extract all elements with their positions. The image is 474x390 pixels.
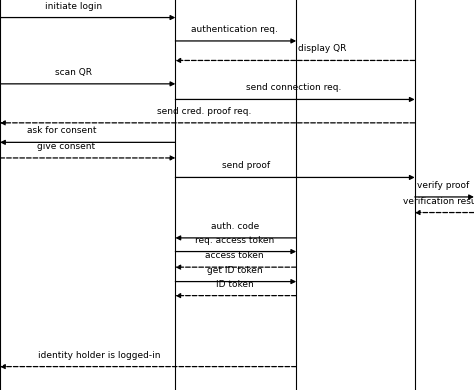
Text: ask for consent: ask for consent <box>27 126 96 135</box>
Text: initiate login: initiate login <box>45 2 102 11</box>
Text: send cred. proof req.: send cred. proof req. <box>156 107 251 116</box>
Text: access token: access token <box>205 251 264 260</box>
Text: auth. code: auth. code <box>210 222 259 231</box>
Text: ID token: ID token <box>216 280 254 289</box>
Text: authentication req.: authentication req. <box>191 25 278 34</box>
Text: verification result: verification result <box>403 197 474 206</box>
Text: req. access token: req. access token <box>195 236 274 245</box>
Text: verify proof: verify proof <box>417 181 469 190</box>
Text: get ID token: get ID token <box>207 266 263 275</box>
Text: send connection req.: send connection req. <box>246 83 342 92</box>
Text: give consent: give consent <box>37 142 95 151</box>
Text: display QR: display QR <box>298 44 346 53</box>
Text: scan QR: scan QR <box>55 68 92 77</box>
Text: identity holder is logged-in: identity holder is logged-in <box>38 351 161 360</box>
Text: send proof: send proof <box>222 161 271 170</box>
